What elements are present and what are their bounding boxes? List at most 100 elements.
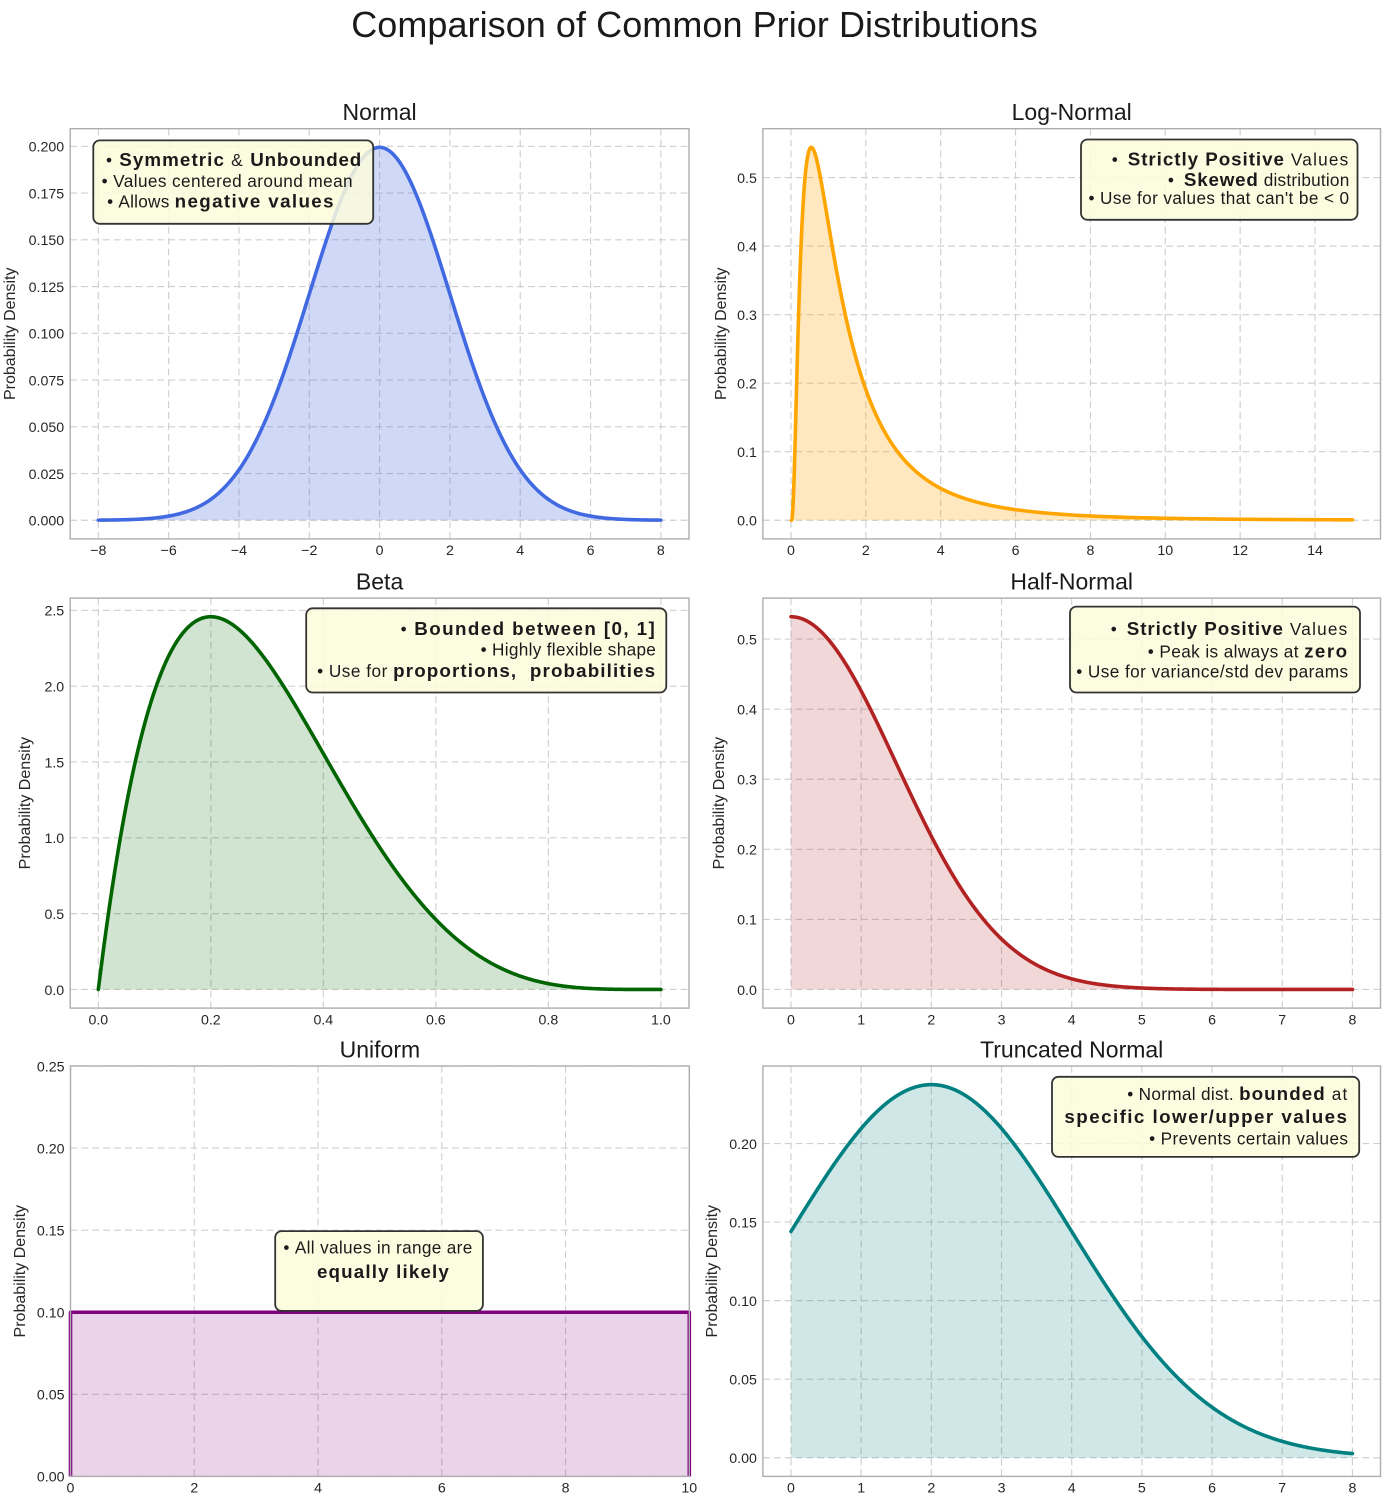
svg-text:4: 4 bbox=[516, 543, 524, 559]
svg-text:0.2: 0.2 bbox=[737, 843, 757, 859]
svg-text:5: 5 bbox=[1138, 1481, 1146, 1497]
svg-text:8: 8 bbox=[562, 1481, 570, 1497]
svg-text:0.2: 0.2 bbox=[201, 1012, 221, 1028]
svg-text:8: 8 bbox=[657, 543, 665, 559]
svg-text:0.8: 0.8 bbox=[538, 1012, 558, 1028]
svg-text:5: 5 bbox=[1138, 1012, 1146, 1028]
svg-text:0.4: 0.4 bbox=[313, 1012, 333, 1028]
svg-text:8: 8 bbox=[1086, 543, 1094, 559]
svg-text:0.0: 0.0 bbox=[737, 514, 757, 530]
svg-text:• Use for values that can't be: • Use for values that can't be < 0 bbox=[1088, 188, 1349, 208]
svg-text:1.5: 1.5 bbox=[44, 755, 64, 771]
svg-text:• All values in range are: • All values in range are bbox=[283, 1237, 472, 1257]
svg-text:0.10: 0.10 bbox=[37, 1306, 65, 1322]
svg-text:0.00: 0.00 bbox=[37, 1470, 65, 1486]
svg-text:1: 1 bbox=[857, 1012, 865, 1028]
svg-text:6: 6 bbox=[1012, 543, 1020, 559]
svg-text:1: 1 bbox=[857, 1481, 865, 1497]
svg-text:2: 2 bbox=[446, 543, 454, 559]
svg-text:0.000: 0.000 bbox=[29, 514, 65, 530]
svg-text:−6: −6 bbox=[161, 543, 177, 559]
svg-text:• Prevents certain values: • Prevents certain values bbox=[1149, 1128, 1348, 1148]
svg-text:0.25: 0.25 bbox=[37, 1059, 65, 1075]
svg-text:0.05: 0.05 bbox=[729, 1372, 757, 1388]
svg-text:• Highly flexible shape: • Highly flexible shape bbox=[481, 640, 657, 660]
svg-text:Probability Density: Probability Density bbox=[12, 1205, 29, 1338]
svg-text:Half-Normal: Half-Normal bbox=[1010, 569, 1133, 595]
svg-text:0.4: 0.4 bbox=[737, 239, 757, 255]
svg-text:0.100: 0.100 bbox=[29, 327, 65, 343]
svg-text:1.0: 1.0 bbox=[44, 831, 64, 847]
svg-text:10: 10 bbox=[681, 1481, 697, 1497]
svg-text:0.15: 0.15 bbox=[37, 1223, 65, 1239]
svg-text:0: 0 bbox=[787, 543, 795, 559]
svg-text:0.150: 0.150 bbox=[29, 233, 65, 249]
svg-text:10: 10 bbox=[1157, 543, 1173, 559]
svg-text:−2: −2 bbox=[301, 543, 317, 559]
svg-text:• Normal dist. bounded at: • Normal dist. bounded at bbox=[1127, 1083, 1348, 1104]
svg-text:Truncated Normal: Truncated Normal bbox=[980, 1037, 1163, 1063]
svg-text:0.20: 0.20 bbox=[37, 1141, 65, 1157]
svg-text:• Values centered around mean: • Values centered around mean bbox=[102, 171, 353, 191]
svg-text:Probability Density: Probability Density bbox=[711, 737, 728, 870]
svg-text:0.0: 0.0 bbox=[88, 1012, 108, 1028]
svg-text:7: 7 bbox=[1278, 1012, 1286, 1028]
svg-text:0.2: 0.2 bbox=[737, 376, 757, 392]
svg-text:0.075: 0.075 bbox=[29, 373, 65, 389]
svg-text:12: 12 bbox=[1232, 543, 1248, 559]
svg-text:Probability Density: Probability Density bbox=[704, 1205, 721, 1338]
svg-text:4: 4 bbox=[314, 1481, 322, 1497]
svg-text:2.5: 2.5 bbox=[44, 604, 64, 620]
svg-text:Probability Density: Probability Density bbox=[2, 268, 19, 401]
svg-text:0.125: 0.125 bbox=[29, 280, 65, 296]
svg-text:7: 7 bbox=[1278, 1481, 1286, 1497]
svg-text:14: 14 bbox=[1307, 543, 1323, 559]
svg-text:specific lower/upper values: specific lower/upper values bbox=[1064, 1106, 1348, 1127]
svg-text:0.15: 0.15 bbox=[729, 1215, 757, 1231]
svg-text:Normal: Normal bbox=[343, 99, 417, 125]
svg-text:6: 6 bbox=[587, 543, 595, 559]
svg-text:0.6: 0.6 bbox=[426, 1012, 446, 1028]
svg-text:0.00: 0.00 bbox=[729, 1451, 757, 1467]
svg-text:6: 6 bbox=[1208, 1012, 1216, 1028]
svg-text:0.5: 0.5 bbox=[737, 632, 757, 648]
svg-text:Comparison of Common Prior Dis: Comparison of Common Prior Distributions bbox=[351, 4, 1038, 45]
svg-text:8: 8 bbox=[1348, 1481, 1356, 1497]
svg-text:3: 3 bbox=[998, 1481, 1006, 1497]
svg-text:1.0: 1.0 bbox=[651, 1012, 671, 1028]
svg-text:• Use for variance/std dev par: • Use for variance/std dev params bbox=[1076, 661, 1348, 681]
svg-text:0: 0 bbox=[787, 1481, 795, 1497]
svg-text:2: 2 bbox=[927, 1481, 935, 1497]
svg-text:Beta: Beta bbox=[356, 569, 404, 595]
svg-text:0.1: 0.1 bbox=[737, 445, 757, 461]
svg-text:Probability Density: Probability Density bbox=[17, 737, 34, 870]
svg-text:2: 2 bbox=[190, 1481, 198, 1497]
svg-text:−4: −4 bbox=[231, 543, 247, 559]
svg-text:• Strictly Positive Values: • Strictly Positive Values bbox=[1111, 618, 1349, 639]
svg-text:0.3: 0.3 bbox=[737, 308, 757, 324]
svg-text:0.10: 0.10 bbox=[729, 1294, 757, 1310]
svg-text:−8: −8 bbox=[90, 543, 106, 559]
svg-text:• Peak is always at zero: • Peak is always at zero bbox=[1148, 641, 1349, 662]
svg-text:6: 6 bbox=[438, 1481, 446, 1497]
svg-text:equally likely: equally likely bbox=[317, 1261, 450, 1282]
svg-text:• Skewed distribution: • Skewed distribution bbox=[1168, 169, 1350, 190]
svg-text:2: 2 bbox=[862, 543, 870, 559]
svg-text:0: 0 bbox=[67, 1481, 75, 1497]
svg-text:0.5: 0.5 bbox=[737, 171, 757, 187]
svg-text:0.5: 0.5 bbox=[44, 907, 64, 923]
svg-text:• Allows negative values: • Allows negative values bbox=[107, 191, 335, 212]
svg-text:0.1: 0.1 bbox=[737, 913, 757, 929]
svg-text:4: 4 bbox=[1068, 1012, 1076, 1028]
svg-text:0.20: 0.20 bbox=[729, 1137, 757, 1153]
svg-text:Log-Normal: Log-Normal bbox=[1012, 99, 1132, 125]
svg-text:0.200: 0.200 bbox=[29, 140, 65, 156]
svg-text:0.025: 0.025 bbox=[29, 467, 65, 483]
svg-text:3: 3 bbox=[998, 1012, 1006, 1028]
svg-text:• Symmetric & Unbounded: • Symmetric & Unbounded bbox=[106, 149, 362, 170]
svg-text:Uniform: Uniform bbox=[340, 1037, 421, 1063]
svg-text:0.050: 0.050 bbox=[29, 420, 65, 436]
svg-text:0.0: 0.0 bbox=[44, 983, 64, 999]
svg-text:4: 4 bbox=[1068, 1481, 1076, 1497]
svg-text:0.0: 0.0 bbox=[737, 983, 757, 999]
